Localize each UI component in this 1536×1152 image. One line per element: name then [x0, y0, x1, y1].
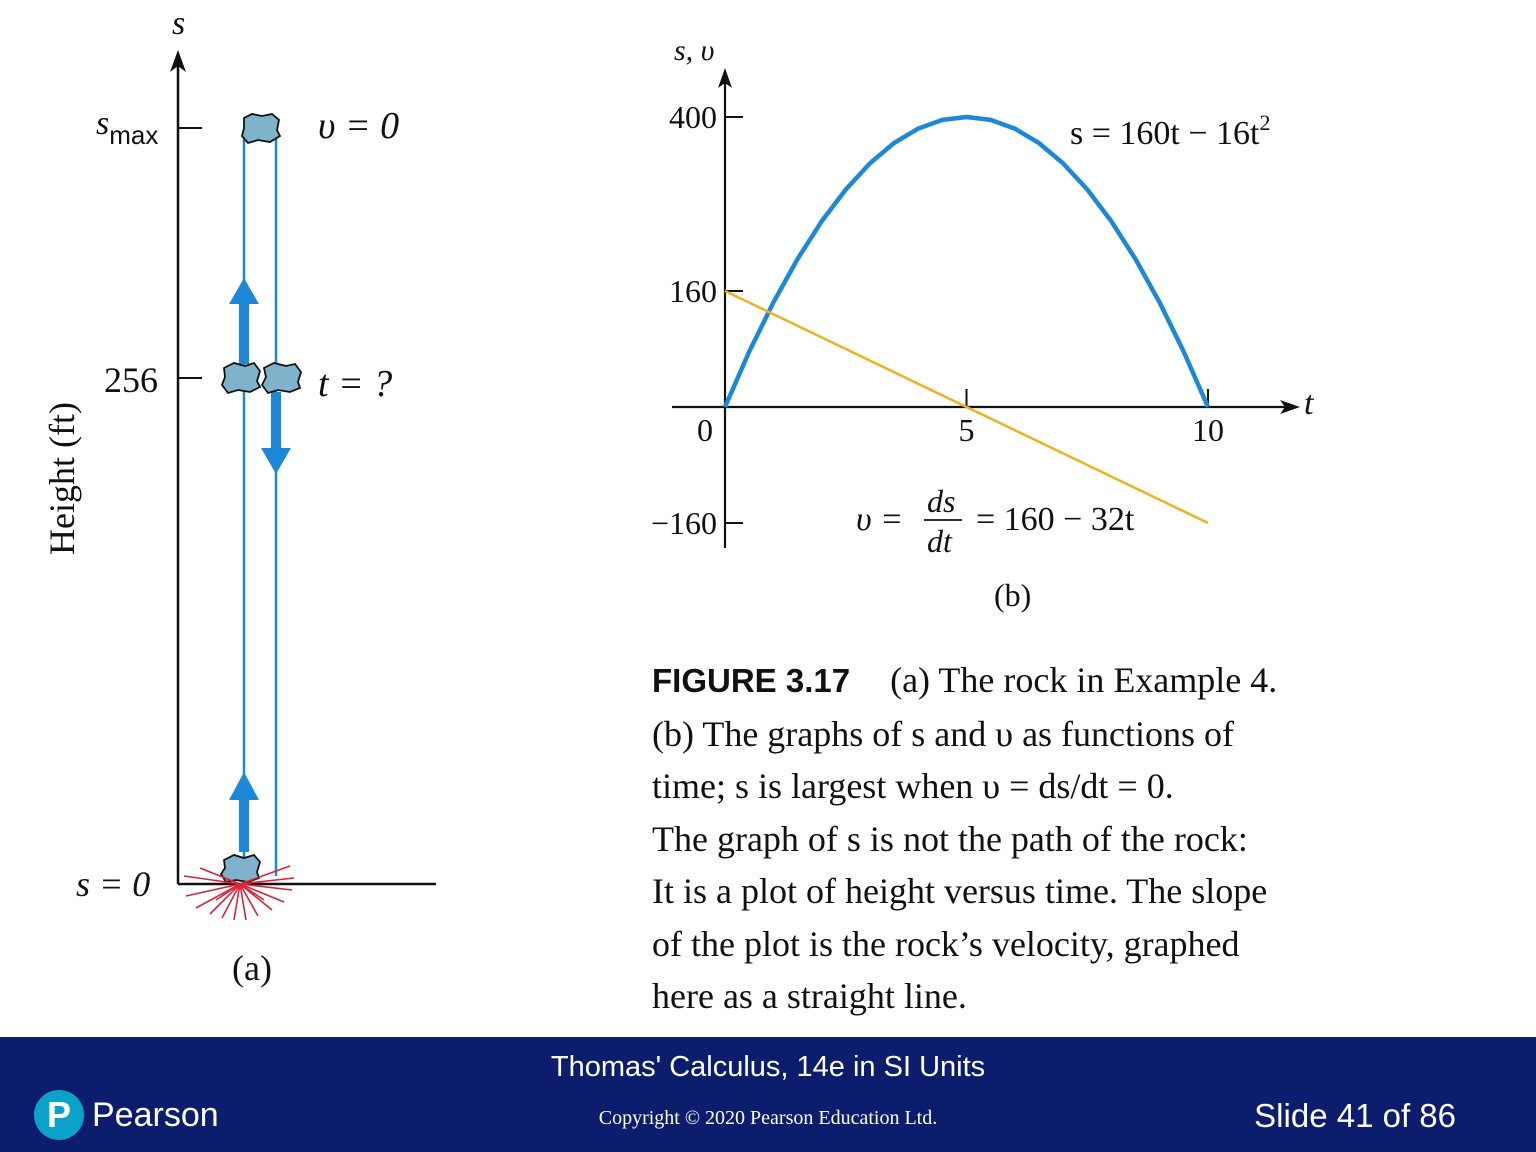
- height-axis-label-s: s: [172, 5, 185, 42]
- x-axis-label: t: [1304, 385, 1315, 422]
- caption-line-2: (b) The graphs of s and υ as functions o…: [652, 713, 1235, 754]
- panel-a-label: (a): [232, 948, 272, 988]
- rock-mid-left: [220, 361, 262, 395]
- panel-b-label: (b): [994, 577, 1031, 613]
- caption-line-1: FIGURE 3.17 (a) The rock in Example 4.: [652, 654, 1372, 708]
- figure-label: FIGURE 3.17: [652, 662, 851, 699]
- rock-mid-right: [260, 362, 302, 395]
- x-axis-arrowhead: [1280, 400, 1300, 414]
- x-tick-label: 5: [959, 412, 975, 448]
- tick-label-256: 256: [104, 360, 158, 400]
- caption-text-1: (a) The rock in Example 4.: [890, 660, 1278, 700]
- slide-footer: Thomas' Calculus, 14e in SI Units Copyri…: [0, 1037, 1536, 1152]
- figure-canvas: s smax 256 s = 0 Height (ft): [42, 5, 1315, 988]
- v-equation-suffix: = 160 − 32t: [976, 501, 1135, 538]
- tick-label-smax: smax: [96, 105, 158, 150]
- v-equation-prefix: υ =: [856, 501, 903, 538]
- y-axis-arrowhead: [718, 68, 732, 88]
- s-equation-label: s = 160t − 16t2: [1070, 110, 1270, 152]
- book-title: Thomas' Calculus, 14e in SI Units: [550, 1051, 986, 1083]
- v-fraction-numerator: ds: [927, 483, 955, 519]
- pearson-logo: P Pearson: [34, 1089, 219, 1141]
- y-tick-label: 400: [669, 99, 717, 135]
- y-tick-label: 160: [669, 273, 717, 309]
- caption-line-5: It is a plot of height versus time. The …: [652, 871, 1268, 911]
- copyright-text: Copyright © 2020 Pearson Education Ltd.: [598, 1107, 938, 1129]
- y-tick-label: −160: [651, 505, 717, 541]
- figure-caption: FIGURE 3.17 (a) The rock in Example 4. (b…: [652, 654, 1372, 1023]
- pearson-logo-icon: P: [34, 1090, 84, 1140]
- panel-a: s smax 256 s = 0 Height (ft): [42, 5, 436, 988]
- panel-b: s, υ t 0 5 10 400 160 −160 s = 160t − 16t2 υ …: [651, 34, 1315, 613]
- v-equation-label: υ = ds dt = 160 − 32t: [856, 483, 1135, 559]
- height-axis-arrowhead: [170, 50, 186, 72]
- caption-line-6: of the plot is the rock’s velocity, grap…: [652, 923, 1240, 964]
- tick-label-s0: s = 0: [76, 864, 150, 904]
- up-arrow-lower: [229, 772, 259, 852]
- chart-series: [722, 114, 1211, 525]
- caption-line-7: here as a straight line.: [652, 976, 967, 1016]
- height-label: Height (ft): [42, 402, 82, 555]
- label-v-zero: υ = 0: [318, 105, 399, 147]
- pearson-logo-text: Pearson: [92, 1095, 219, 1134]
- rock-top: [241, 113, 282, 145]
- x-tick-label: 10: [1192, 412, 1224, 448]
- position-curve-s: [722, 114, 1211, 408]
- x-tick-label: 0: [697, 412, 713, 448]
- chart-ticks: 0 5 10 400 160 −160: [651, 99, 1224, 541]
- label-t-question: t = ?: [318, 363, 392, 405]
- up-arrow-upper: [229, 278, 259, 364]
- impact-burst: [183, 865, 295, 921]
- caption-line-4: The graph of s is not the path of the ro…: [652, 818, 1248, 859]
- caption-line-3: time; s is largest when υ = ds/dt = 0.: [652, 766, 1174, 806]
- velocity-line-v: [724, 289, 1209, 525]
- y-axis-label: s, υ: [674, 34, 714, 67]
- slide-counter: Slide 41 of 86: [1254, 1097, 1456, 1134]
- down-arrow: [261, 392, 291, 474]
- v-fraction-denominator: dt: [927, 523, 953, 559]
